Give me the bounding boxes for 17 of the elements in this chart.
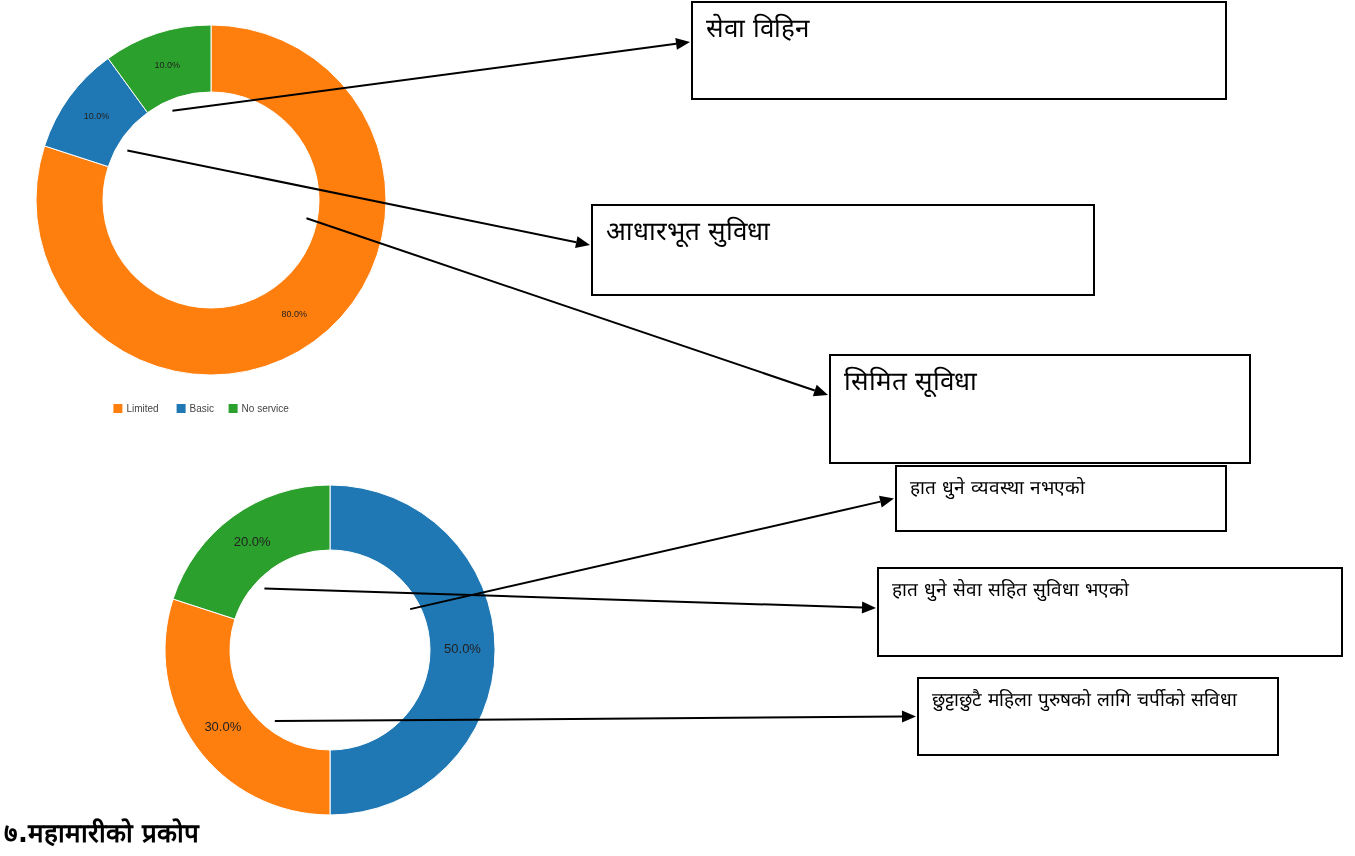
text: आधारभूत सुविधा — [606, 215, 772, 249]
data-label: 80.0% — [281, 308, 307, 319]
data-label: 30.0% — [204, 719, 242, 735]
text: छुट्टाछुटै महिला पुरुषको लागि चर्पीको सविधा — [932, 687, 1239, 713]
text: सेवा विहिन — [706, 12, 811, 45]
data-label: 10.0% — [154, 59, 181, 70]
text: हात धुने व्यवस्था नभएको — [910, 475, 1087, 501]
legend-label: No service — [241, 403, 290, 414]
text: सिमित सूविधा — [844, 365, 979, 399]
legend-label: Basic — [189, 403, 215, 414]
data-label: 10.0% — [83, 111, 110, 122]
data-label: 20.0% — [233, 534, 271, 550]
text: ७.महामारीको प्रकोप — [4, 818, 200, 848]
donut-slice — [35, 24, 387, 376]
legend-label: Limited — [126, 403, 159, 414]
data-label: 50.0% — [444, 641, 482, 657]
text: हात धुने सेवा सहित सुविधा भएको — [892, 577, 1131, 603]
